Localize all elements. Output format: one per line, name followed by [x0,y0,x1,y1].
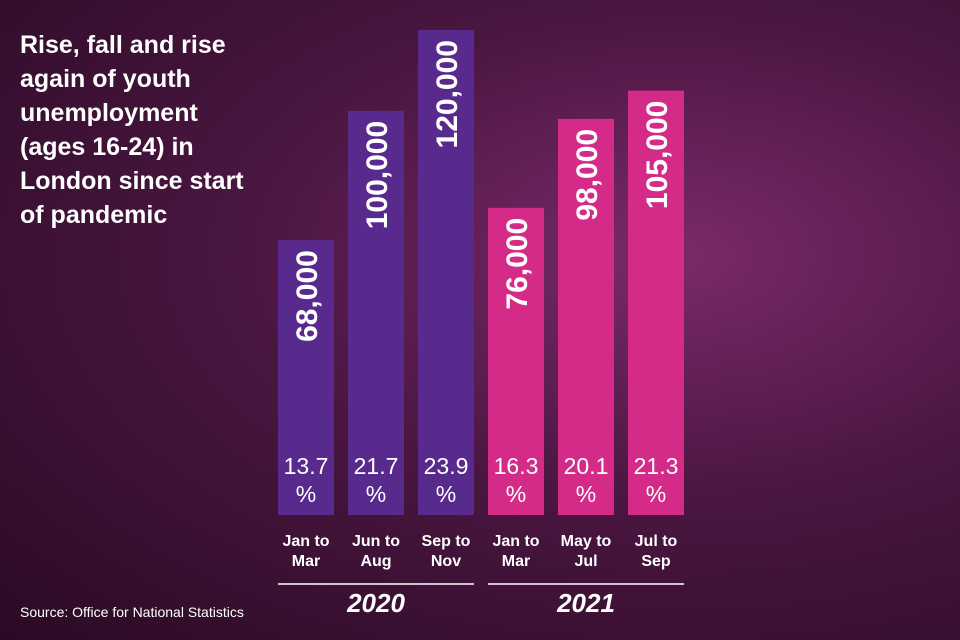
x-tick-label: Jul to Sep [634,533,678,570]
x-tick-label: Jun to Aug [352,533,400,570]
bar [418,30,474,515]
value-label: 105,000 [641,101,674,209]
rate-label: 21.7 % [353,453,399,507]
value-label: 76,000 [501,218,534,310]
value-label: 68,000 [291,250,324,342]
rate-label: 20.1 % [563,453,609,507]
source-note: Source: Office for National Statistics [20,604,244,620]
x-tick-label: Jan to Mar [282,533,330,570]
rate-label: 23.9 % [423,453,469,507]
rate-label: 16.3 % [493,453,539,507]
x-tick-label: Jan to Mar [492,533,540,570]
value-label: 98,000 [571,129,604,221]
x-tick-label: May to Jul [560,533,612,570]
bar [488,207,544,516]
x-tick-label: Sep to Nov [421,533,471,570]
rate-label: 21.3 % [633,453,679,507]
value-label: 100,000 [361,121,394,229]
group-label: 2021 [557,588,615,618]
bar [278,240,334,515]
value-label: 120,000 [431,40,464,148]
chart-title: Rise, fall and rise again of youth unemp… [20,31,244,229]
bar [628,90,684,515]
bar [348,110,404,515]
rate-label: 13.7 % [283,453,329,507]
bar [558,118,614,516]
group-label: 2020 [347,588,405,618]
